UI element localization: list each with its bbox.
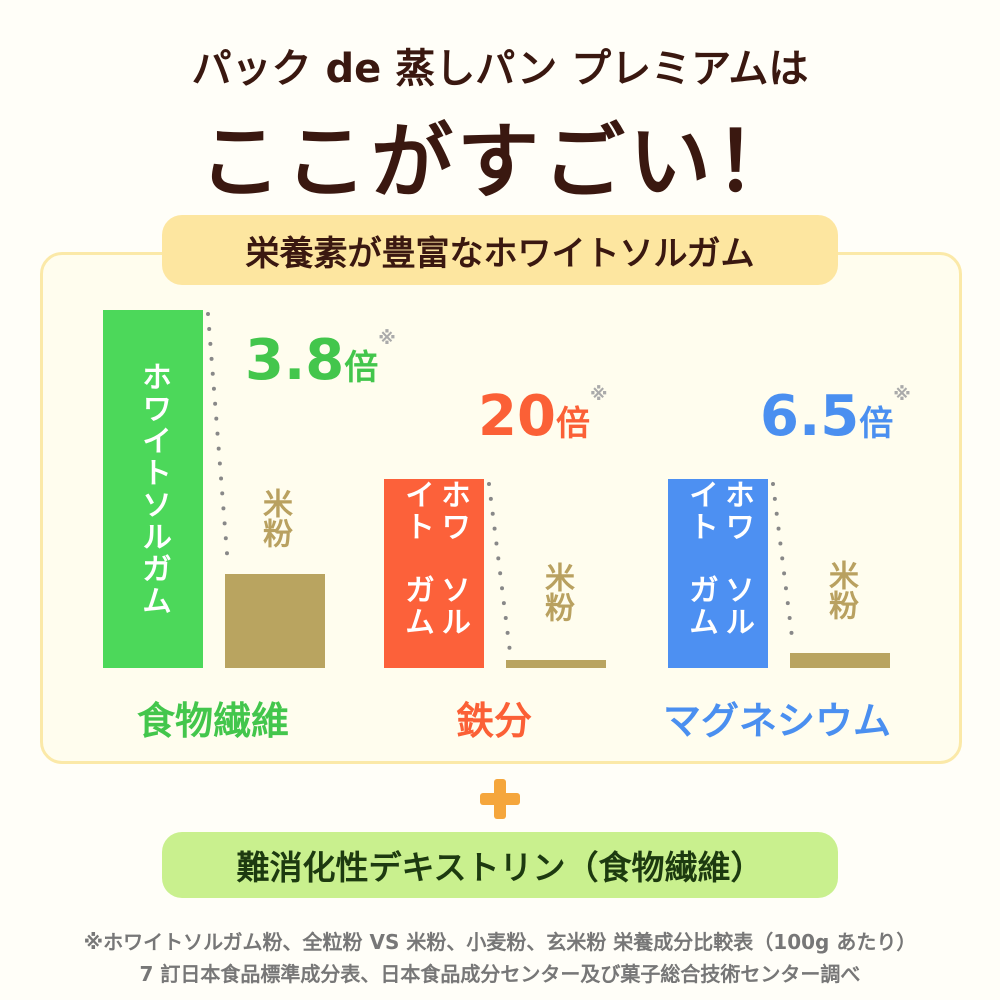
- title-line1: パック de 蒸しパン プレミアムは: [191, 46, 809, 92]
- bar-sorghum-fiber: ホワイトソルガム: [103, 310, 203, 668]
- plus-icon: [480, 779, 520, 819]
- rice-label: 米粉: [539, 562, 574, 622]
- footnote-line2: 7 訂日本食品標準成分表、日本食品成分センター及び菓子総合技術センター調べ: [139, 962, 861, 986]
- footnote-line1: ※ホワイトソルガム粉、全粒粉 VS 米粉、小麦粉、玄米粉 栄養成分比較表（100…: [83, 930, 917, 954]
- category-magnesium: マグネシウム: [662, 699, 891, 743]
- rice-label: 米粉: [823, 560, 858, 620]
- extra-ingredient: 難消化性デキストリン（食物繊維）: [162, 832, 838, 898]
- connector-iron: [487, 482, 512, 654]
- connector-fiber: [206, 312, 230, 568]
- multiplier-fiber: 3.8倍※: [245, 328, 396, 393]
- bar-rice-magnesium: [790, 653, 890, 668]
- category-fiber: 食物繊維: [136, 699, 289, 743]
- rice-label: 米粉: [257, 488, 292, 548]
- section-title: 栄養素が豊富なホワイトソルガム: [162, 215, 838, 285]
- bar-sorghum-iron: ホワイト ソルガム: [384, 479, 484, 668]
- multiplier-iron: 20倍※: [478, 384, 608, 449]
- bar-sorghum-magnesium: ホワイト ソルガム: [668, 479, 768, 668]
- bar-label: ホワイトソルガム: [136, 361, 171, 617]
- connector-magnesium: [771, 482, 795, 647]
- multiplier-magnesium: 6.5倍※: [760, 384, 911, 449]
- bar-rice-fiber: [225, 574, 325, 668]
- bar-rice-iron: [506, 660, 606, 668]
- category-iron: 鉄分: [455, 699, 532, 743]
- title-line2: ここがすごい！: [198, 115, 801, 210]
